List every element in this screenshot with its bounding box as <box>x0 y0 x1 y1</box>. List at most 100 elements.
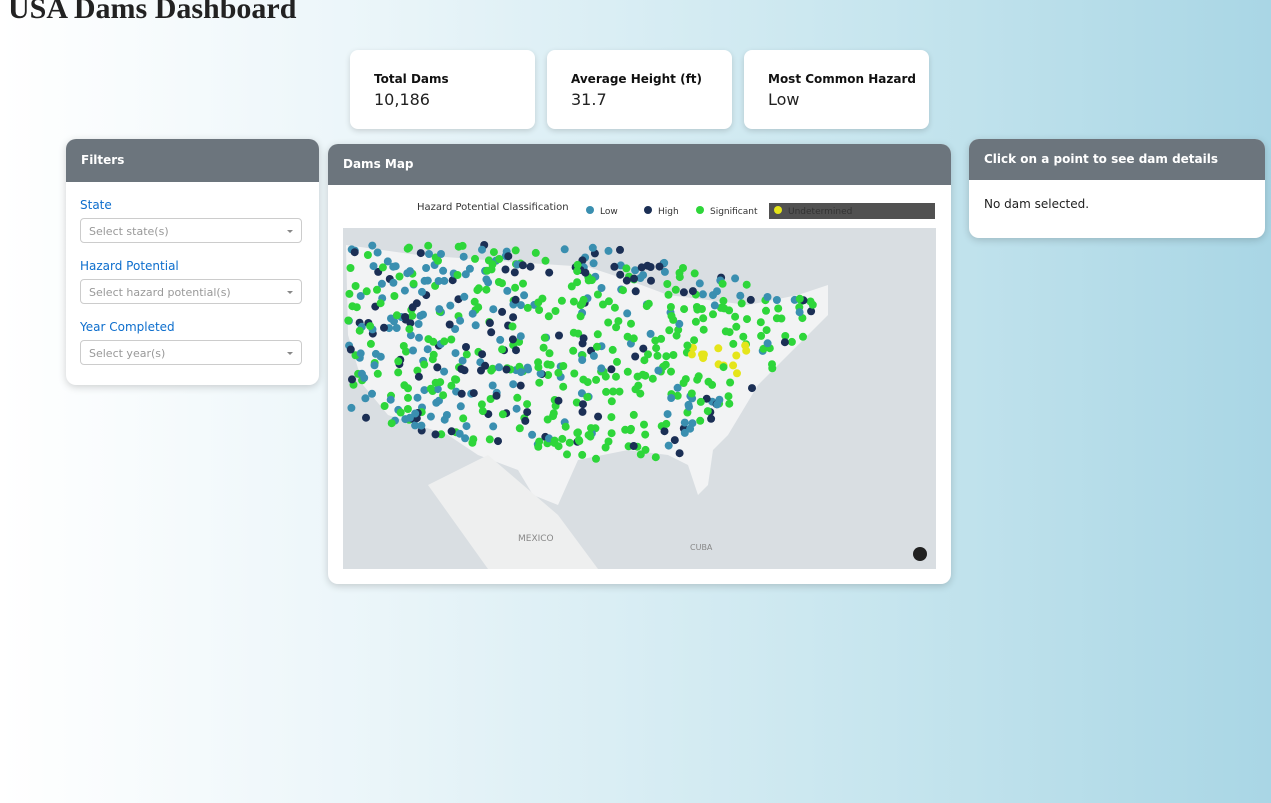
map-point[interactable] <box>373 248 382 257</box>
map-point[interactable] <box>485 319 494 327</box>
map-point[interactable] <box>576 312 585 321</box>
map-point[interactable] <box>383 257 392 266</box>
legend-label[interactable]: Significant <box>710 207 758 217</box>
map-point[interactable] <box>366 322 375 331</box>
map-point[interactable] <box>695 279 704 288</box>
map-point[interactable] <box>531 248 540 257</box>
map-point[interactable] <box>599 300 607 309</box>
map-point[interactable] <box>453 271 462 279</box>
map-point[interactable] <box>508 335 517 344</box>
map-point[interactable] <box>401 313 410 321</box>
map-point[interactable] <box>679 379 688 387</box>
map-point[interactable] <box>748 384 756 393</box>
map-point[interactable] <box>360 373 369 382</box>
map-point[interactable] <box>795 294 804 303</box>
map-point[interactable] <box>574 435 583 444</box>
map-point[interactable] <box>692 303 701 311</box>
map-point[interactable] <box>808 300 817 309</box>
map-point[interactable] <box>478 350 487 359</box>
map-point[interactable] <box>482 285 491 294</box>
map-point[interactable] <box>409 346 417 355</box>
map-point[interactable] <box>515 424 524 433</box>
map-point[interactable] <box>425 250 433 258</box>
map-point[interactable] <box>757 331 766 340</box>
map-point[interactable] <box>573 429 582 437</box>
map-point[interactable] <box>502 365 511 374</box>
map-point[interactable] <box>623 309 632 318</box>
map-point[interactable] <box>411 421 420 430</box>
map-point[interactable] <box>461 434 470 443</box>
map-point[interactable] <box>454 242 463 251</box>
map-point[interactable] <box>608 345 617 354</box>
map-point[interactable] <box>686 424 695 433</box>
dropdown[interactable]: Select year(s) <box>80 340 302 365</box>
map-point[interactable] <box>362 413 370 422</box>
map-point[interactable] <box>573 260 582 269</box>
map-point[interactable] <box>523 400 532 409</box>
map-point[interactable] <box>461 270 470 279</box>
map-point[interactable] <box>732 351 741 360</box>
map-point[interactable] <box>494 278 503 286</box>
map-point[interactable] <box>373 369 382 378</box>
map-point[interactable] <box>654 366 663 375</box>
map-point[interactable] <box>541 256 550 265</box>
map-point[interactable] <box>378 263 387 272</box>
map-point[interactable] <box>664 290 673 299</box>
map-point[interactable] <box>690 336 699 345</box>
map-point[interactable] <box>673 391 682 400</box>
map-point[interactable] <box>629 410 638 419</box>
map-point[interactable] <box>602 387 611 396</box>
map-point[interactable] <box>572 398 581 407</box>
map-point[interactable] <box>594 412 603 421</box>
map-point[interactable] <box>733 369 741 378</box>
legend-label[interactable]: High <box>658 207 679 217</box>
map-point[interactable] <box>743 315 751 324</box>
map-point[interactable] <box>731 274 740 283</box>
map-point[interactable] <box>629 334 638 343</box>
map-point[interactable] <box>614 317 623 326</box>
map-point[interactable] <box>626 426 635 435</box>
map-point[interactable] <box>623 332 632 341</box>
map-point[interactable] <box>462 343 470 351</box>
map-point[interactable] <box>781 332 790 340</box>
map-point[interactable] <box>546 360 555 369</box>
map-point[interactable] <box>445 320 454 329</box>
map-point[interactable] <box>368 389 376 398</box>
map-point[interactable] <box>459 414 468 423</box>
map-point[interactable] <box>601 372 610 381</box>
map-point[interactable] <box>641 430 650 439</box>
map-point[interactable] <box>691 317 700 326</box>
map-point[interactable] <box>451 349 460 358</box>
map-point[interactable] <box>411 409 420 418</box>
map-point[interactable] <box>494 437 502 446</box>
map-point[interactable] <box>347 403 356 412</box>
map-point[interactable] <box>404 393 412 402</box>
map-point[interactable] <box>363 251 372 259</box>
map-point[interactable] <box>496 335 505 344</box>
map-point[interactable] <box>447 335 456 344</box>
map-point[interactable] <box>570 369 579 378</box>
map-point[interactable] <box>609 387 618 396</box>
map-point[interactable] <box>355 326 364 335</box>
map-point[interactable] <box>684 400 693 409</box>
map-point[interactable] <box>561 422 570 431</box>
map-point[interactable] <box>607 365 616 374</box>
map-point[interactable] <box>509 380 518 389</box>
map-point[interactable] <box>715 395 724 404</box>
map-point[interactable] <box>593 342 601 351</box>
map-point[interactable] <box>710 301 719 310</box>
map-point[interactable] <box>477 400 486 409</box>
map-point[interactable] <box>589 351 598 360</box>
map-point[interactable] <box>473 286 482 295</box>
map-point[interactable] <box>615 387 624 396</box>
map-point[interactable] <box>584 431 593 440</box>
map-point[interactable] <box>641 371 650 380</box>
map-point[interactable] <box>523 303 532 312</box>
map-point[interactable] <box>569 328 578 337</box>
map-point[interactable] <box>534 358 543 367</box>
map-point[interactable] <box>408 303 417 312</box>
map-point[interactable] <box>447 381 456 390</box>
map-point[interactable] <box>523 408 532 417</box>
map-point[interactable] <box>511 283 520 292</box>
map-point[interactable] <box>512 404 521 413</box>
